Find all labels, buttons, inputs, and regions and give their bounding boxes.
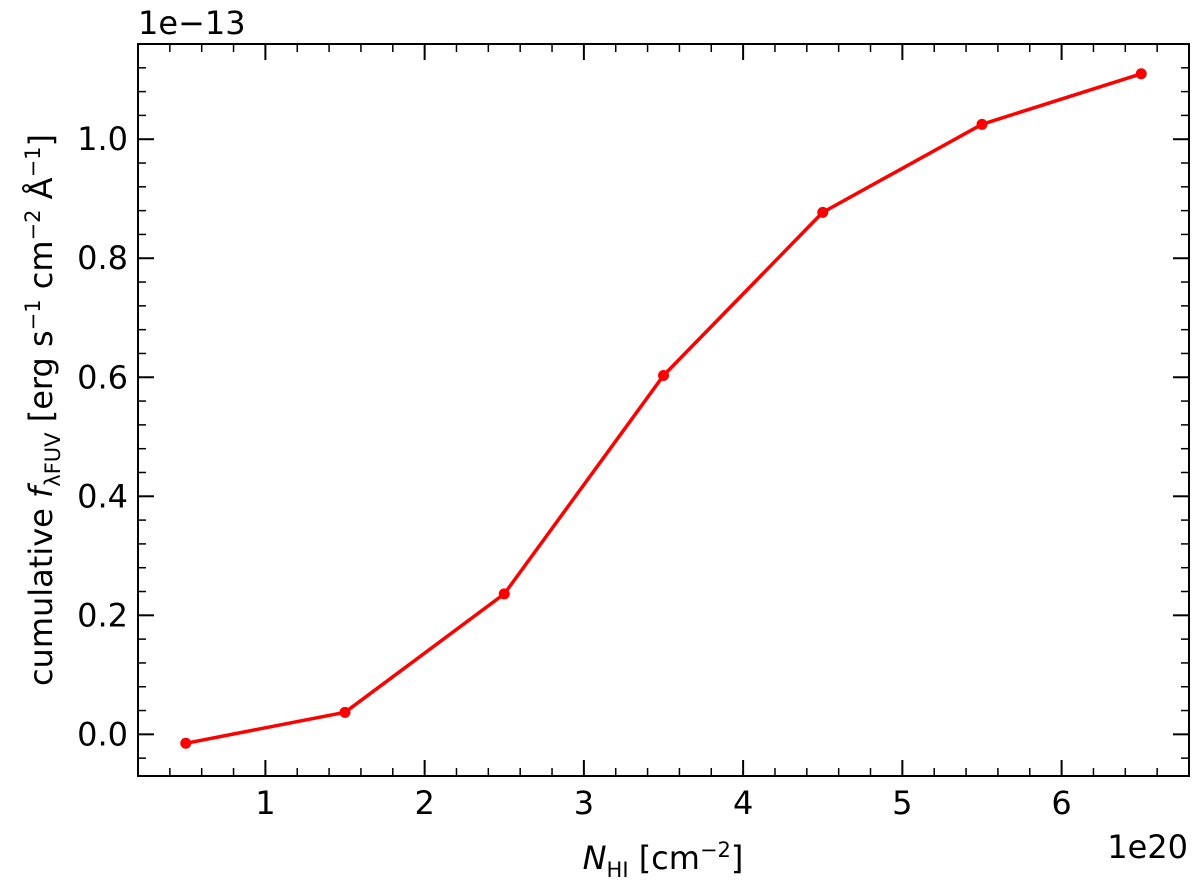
series-line xyxy=(185,72,1142,746)
y-offset-label: 1e−13 xyxy=(138,4,246,42)
y-tick-label: 0.4 xyxy=(77,477,128,515)
major-ticks xyxy=(138,44,1189,776)
data-point xyxy=(339,706,351,718)
y-tick-label: 0.2 xyxy=(77,596,128,634)
plot-frame xyxy=(137,43,1190,777)
y-axis-prefix: cumulative xyxy=(22,498,60,686)
x-axis-subscript: HI xyxy=(607,858,629,882)
minor-ticks xyxy=(137,43,1190,776)
x-tick-label: 4 xyxy=(733,784,753,822)
data-point xyxy=(180,737,192,749)
y-axis-exp3: −1 xyxy=(21,146,45,177)
x-tick-label: 5 xyxy=(892,784,912,822)
y-axis-part2: cm xyxy=(22,240,60,299)
y-tick-label: 1.0 xyxy=(77,120,128,158)
x-tick-label: 6 xyxy=(1051,784,1071,822)
tick-labels: 1 2 3 4 5 6 0.0 0.2 0.4 0.6 0.8 1.0 xyxy=(77,120,1072,822)
data-point xyxy=(976,118,988,130)
x-axis-label: NHI [cm−2] xyxy=(583,838,744,882)
y-tick-label: 0.0 xyxy=(77,715,128,753)
y-axis-exp1: −1 xyxy=(21,299,45,330)
x-offset-label: 1e20 xyxy=(1107,828,1188,866)
series-layer xyxy=(180,68,1147,749)
data-point xyxy=(817,206,829,218)
data-point xyxy=(1135,68,1147,80)
x-axis-units: [cm xyxy=(629,839,700,877)
y-axis-subscript: λFUV xyxy=(41,432,65,487)
x-tick-label: 3 xyxy=(574,784,594,822)
x-axis-symbol: N xyxy=(583,839,607,877)
y-axis-part1: [erg s xyxy=(22,330,60,432)
y-axis-exp2: −2 xyxy=(21,209,45,240)
y-axis-label: cumulative fλFUV [erg s−1 cm−2 Å−1] xyxy=(21,134,65,686)
data-point xyxy=(658,369,669,381)
x-tick-label: 1 xyxy=(255,784,275,822)
y-axis-close: ] xyxy=(22,134,60,146)
x-axis-units-exp: −2 xyxy=(700,838,731,862)
y-axis-part3: Å xyxy=(22,177,60,209)
data-point xyxy=(498,588,510,600)
y-tick-label: 0.6 xyxy=(77,358,128,396)
x-tick-label: 2 xyxy=(414,784,434,822)
x-axis-units-close: ] xyxy=(731,839,743,877)
y-tick-label: 0.8 xyxy=(77,239,128,277)
